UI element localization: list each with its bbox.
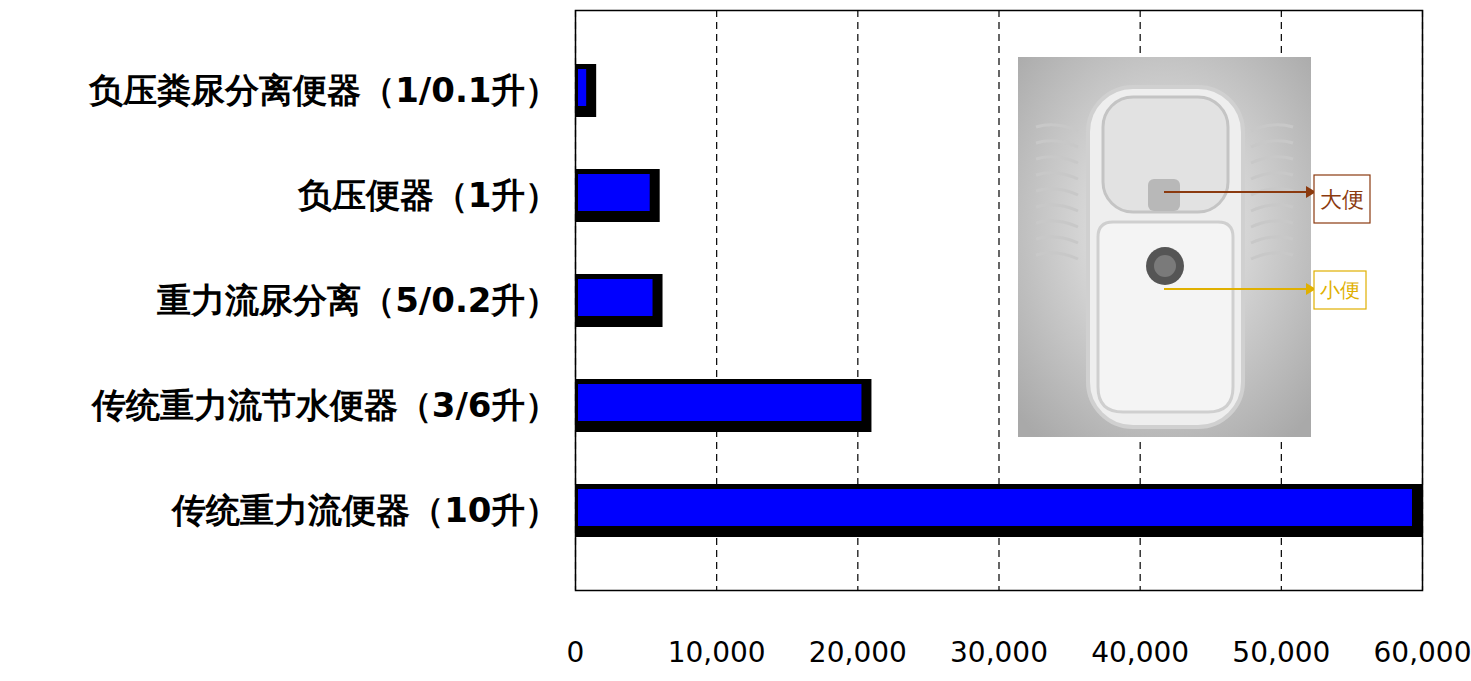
svg-text:40,000: 40,000 [1091, 636, 1189, 669]
svg-text:50,000: 50,000 [1232, 636, 1330, 669]
svg-text:小便: 小便 [1320, 278, 1360, 302]
svg-text:大便: 大便 [1320, 187, 1364, 212]
svg-text:负压便器（1升）: 负压便器（1升） [297, 175, 560, 215]
svg-text:传统重力流便器（10升）: 传统重力流便器（10升） [170, 490, 559, 530]
svg-text:重力流尿分离（5/0.2升）: 重力流尿分离（5/0.2升） [157, 280, 559, 320]
svg-text:20,000: 20,000 [809, 636, 907, 669]
svg-text:30,000: 30,000 [950, 636, 1048, 669]
svg-text:负压粪尿分离便器（1/0.1升）: 负压粪尿分离便器（1/0.1升） [88, 70, 559, 110]
svg-text:60,000: 60,000 [1374, 636, 1471, 669]
svg-text:传统重力流节水便器（3/6升）: 传统重力流节水便器（3/6升） [90, 385, 560, 425]
svg-text:0: 0 [567, 636, 585, 669]
svg-text:10,000: 10,000 [668, 636, 766, 669]
